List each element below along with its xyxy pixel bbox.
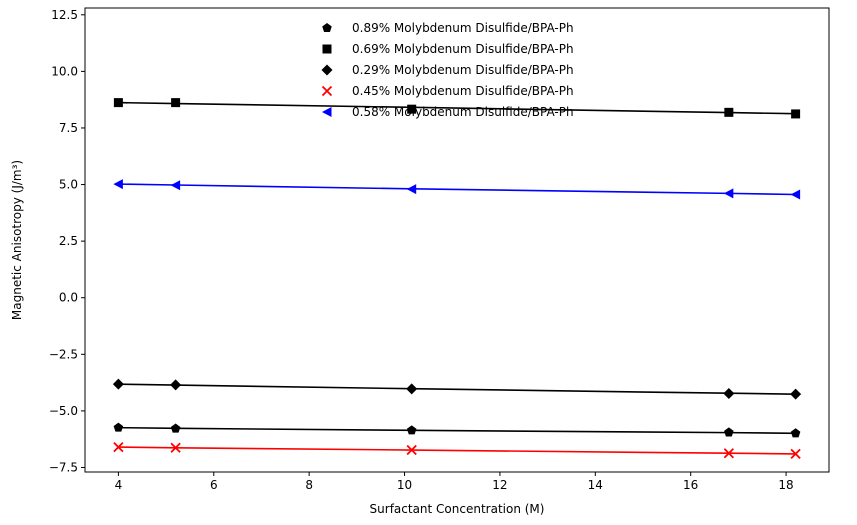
y-tick-label: 5.0 bbox=[59, 178, 78, 192]
data-point-3-3 bbox=[723, 448, 734, 459]
x-tick-label: 10 bbox=[397, 478, 412, 492]
fit-line-2 bbox=[118, 383, 796, 395]
x-axis-label: Surfactant Concentration (M) bbox=[370, 502, 545, 516]
x-tick-label: 18 bbox=[778, 478, 793, 492]
data-point-1-3 bbox=[724, 107, 734, 117]
data-point-4-4 bbox=[790, 189, 801, 200]
axes: 4 6 8 10 12 14 16 18 −7.5 −5.0 −2.5 0.0 2.5 5.0 7.5 10.… bbox=[49, 7, 830, 492]
data-point-0-4 bbox=[790, 428, 801, 438]
legend-marker-1 bbox=[322, 44, 332, 54]
legend-label-4: 0.58% Molybdenum Disulfide/BPA-Ph bbox=[352, 105, 574, 119]
legend-marker-2 bbox=[321, 64, 333, 76]
data-point-1-1 bbox=[171, 98, 181, 108]
legend-label-2: 0.29% Molybdenum Disulfide/BPA-Ph bbox=[352, 63, 574, 77]
fit-line-4 bbox=[118, 183, 796, 196]
data-point-1-2 bbox=[407, 104, 417, 114]
data-point-1-0 bbox=[113, 98, 123, 108]
plot-frame bbox=[84, 7, 830, 473]
data-point-0-0 bbox=[113, 422, 124, 432]
data-point-0-1 bbox=[170, 423, 181, 433]
x-tick-label: 12 bbox=[492, 478, 507, 492]
y-axis-label: Magnetic Anisotropy (J/m³) bbox=[10, 160, 24, 320]
data-point-3-1 bbox=[170, 442, 181, 453]
legend-marker-0 bbox=[322, 23, 332, 33]
y-tick-label: 2.5 bbox=[59, 234, 78, 248]
y-tick-label: 10.0 bbox=[51, 64, 78, 78]
legend-label-1: 0.69% Molybdenum Disulfide/BPA-Ph bbox=[352, 42, 574, 56]
legend-marker-4 bbox=[322, 107, 332, 117]
data-point-4-3 bbox=[723, 188, 734, 199]
x-tick-label: 4 bbox=[115, 478, 123, 492]
y-tick-label: −7.5 bbox=[49, 460, 78, 474]
x-tick-label: 8 bbox=[305, 478, 313, 492]
y-tick-label: −5.0 bbox=[49, 404, 78, 418]
legend: 0.89% Molybdenum Disulfide/BPA-Ph 0.69% M… bbox=[321, 21, 574, 119]
data-point-0-3 bbox=[724, 427, 734, 437]
plot-area bbox=[112, 98, 802, 460]
legend-label-3: 0.45% Molybdenum Disulfide/BPA-Ph bbox=[352, 84, 574, 98]
y-tick-label: −2.5 bbox=[49, 347, 78, 361]
legend-marker-3 bbox=[321, 85, 333, 97]
data-point-2-1 bbox=[170, 379, 182, 391]
y-tick-label: 12.5 bbox=[51, 8, 78, 22]
data-point-0-2 bbox=[406, 425, 417, 435]
data-point-4-2 bbox=[406, 184, 417, 195]
data-point-4-0 bbox=[113, 179, 123, 190]
data-point-1-4 bbox=[791, 109, 801, 119]
data-point-2-3 bbox=[723, 387, 735, 399]
data-point-2-0 bbox=[112, 378, 124, 390]
y-tick-label: 7.5 bbox=[59, 121, 78, 135]
data-point-2-2 bbox=[406, 383, 418, 395]
data-point-3-0 bbox=[113, 441, 124, 453]
data-point-2-4 bbox=[790, 388, 802, 400]
fit-line-3 bbox=[118, 446, 796, 455]
x-tick-label: 16 bbox=[683, 478, 698, 492]
data-point-3-2 bbox=[406, 444, 417, 456]
legend-label-0: 0.89% Molybdenum Disulfide/BPA-Ph bbox=[352, 21, 574, 35]
fit-line-0 bbox=[118, 426, 796, 435]
data-point-4-1 bbox=[170, 180, 181, 191]
data-point-3-4 bbox=[790, 448, 801, 460]
x-tick-label: 14 bbox=[588, 478, 603, 492]
y-tick-label: 0.0 bbox=[59, 291, 78, 305]
x-tick-label: 6 bbox=[210, 478, 218, 492]
